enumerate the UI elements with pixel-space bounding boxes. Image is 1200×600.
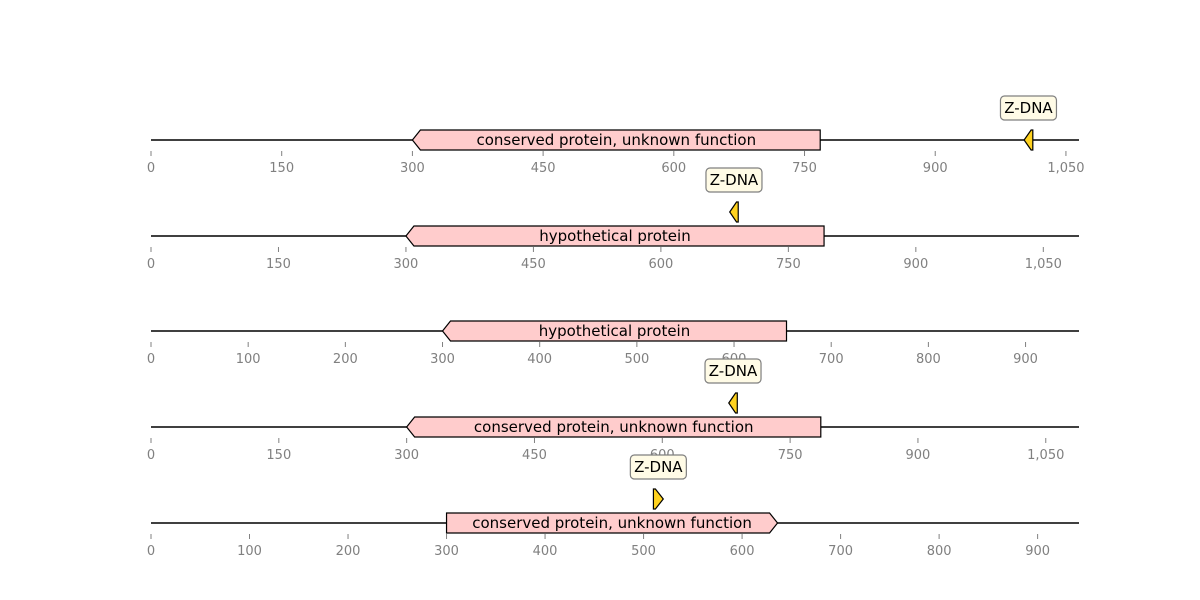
axis-tick-label: 900 — [923, 161, 948, 176]
axis-tick-label: 300 — [434, 544, 459, 559]
axis-tick-label: 750 — [792, 161, 817, 176]
annotation-label: Z-DNA — [634, 458, 683, 476]
axis-tick-label: 900 — [903, 257, 928, 272]
callout-box — [705, 167, 763, 193]
feature-label: hypothetical protein — [539, 322, 690, 340]
axis-tick-label: 600 — [730, 544, 755, 559]
axis-tick-label: 400 — [527, 352, 552, 367]
axis-tick-label: 700 — [819, 352, 844, 367]
axis-tick-label: 100 — [237, 544, 262, 559]
axis-tick-label: 0 — [147, 257, 155, 272]
axis-tick-label: 1,050 — [1027, 448, 1064, 463]
z-dna-marker — [1023, 129, 1034, 151]
axis-tick-label: 1,050 — [1047, 161, 1084, 176]
axis-tick-label: 450 — [522, 448, 547, 463]
feature-label: hypothetical protein — [539, 227, 690, 245]
track-3: 0100200300400500600700800900hypothetical… — [147, 320, 1079, 367]
axis-tick-label: 150 — [269, 161, 294, 176]
track-2: 0 150 300 450 600 750 900 1,050 hypothetical pro… — [147, 167, 1079, 272]
ruler-axis: 0 100 200 300 400 500 600 700 800 900 — [147, 534, 1050, 559]
annotation-label: Z-DNA — [709, 362, 758, 380]
axis-tick-label: 700 — [828, 544, 853, 559]
feature-label: conserved protein, unknown function — [474, 418, 754, 436]
annotation-callout: Z-DNA — [999, 95, 1058, 121]
axis-tick-label: 300 — [400, 161, 425, 176]
annotation-callout: Z-DNA — [704, 358, 762, 384]
axis-tick-label: 450 — [521, 257, 546, 272]
axis-tick-label: 0 — [147, 352, 155, 367]
axis-tick-label: 450 — [531, 161, 556, 176]
annotation-label: Z-DNA — [1004, 99, 1053, 117]
track-5: 0 100 200 300 400 500 600 700 800 900 conserved pr… — [147, 454, 1079, 559]
axis-tick-label: 900 — [1013, 352, 1038, 367]
axis-tick-label: 0 — [147, 161, 155, 176]
axis-tick-label: 600 — [661, 161, 686, 176]
axis-tick-label: 500 — [624, 352, 649, 367]
axis-tick-label: 150 — [266, 257, 291, 272]
z-dna-marker — [652, 488, 665, 510]
feature-label: conserved protein, unknown function — [477, 131, 757, 149]
feature-arrow — [405, 225, 825, 247]
ruler-axis: 0 150 300 450 600 750 900 1,050 — [147, 151, 1085, 176]
axis-tick-label: 800 — [927, 544, 952, 559]
track-1: 0 150 300 450 600 750 900 1,050 conserved protei… — [147, 95, 1085, 176]
axis-tick-label: 750 — [778, 448, 803, 463]
axis-tick-label: 400 — [533, 544, 558, 559]
axis-tick-label: 900 — [1025, 544, 1050, 559]
axis-tick-label: 1,050 — [1025, 257, 1062, 272]
axis-tick-label: 200 — [336, 544, 361, 559]
axis-tick-label: 300 — [394, 448, 419, 463]
axis-tick-label: 750 — [776, 257, 801, 272]
z-dna-marker — [728, 201, 739, 223]
ruler-axis: 0 150 300 450 600 750 900 1,050 — [147, 247, 1062, 272]
feature-label: conserved protein, unknown function — [472, 514, 752, 532]
axis-tick-label: 500 — [631, 544, 656, 559]
callout-box — [999, 95, 1058, 121]
feature-arrow — [405, 416, 822, 438]
axis-tick-label: 200 — [333, 352, 358, 367]
axis-tick-label: 150 — [266, 448, 291, 463]
callout-box — [629, 454, 687, 480]
axis-tick-label: 900 — [906, 448, 931, 463]
axis-tick-label: 800 — [916, 352, 941, 367]
callout-box — [704, 358, 762, 384]
axis-tick-label: 300 — [394, 257, 419, 272]
axis-tick-label: 0 — [147, 544, 155, 559]
annotation-callout: Z-DNA — [705, 167, 763, 193]
axis-tick-label: 600 — [648, 257, 673, 272]
z-dna-marker — [728, 392, 738, 414]
axis-tick-label: 100 — [236, 352, 261, 367]
annotation-label: Z-DNA — [710, 171, 759, 189]
annotation-callout: Z-DNA — [629, 454, 687, 480]
axis-tick-label: 300 — [430, 352, 455, 367]
feature-arrow — [411, 129, 821, 151]
axis-tick-label: 0 — [147, 448, 155, 463]
feature-arrow — [445, 512, 779, 534]
feature-arrow — [441, 320, 788, 342]
